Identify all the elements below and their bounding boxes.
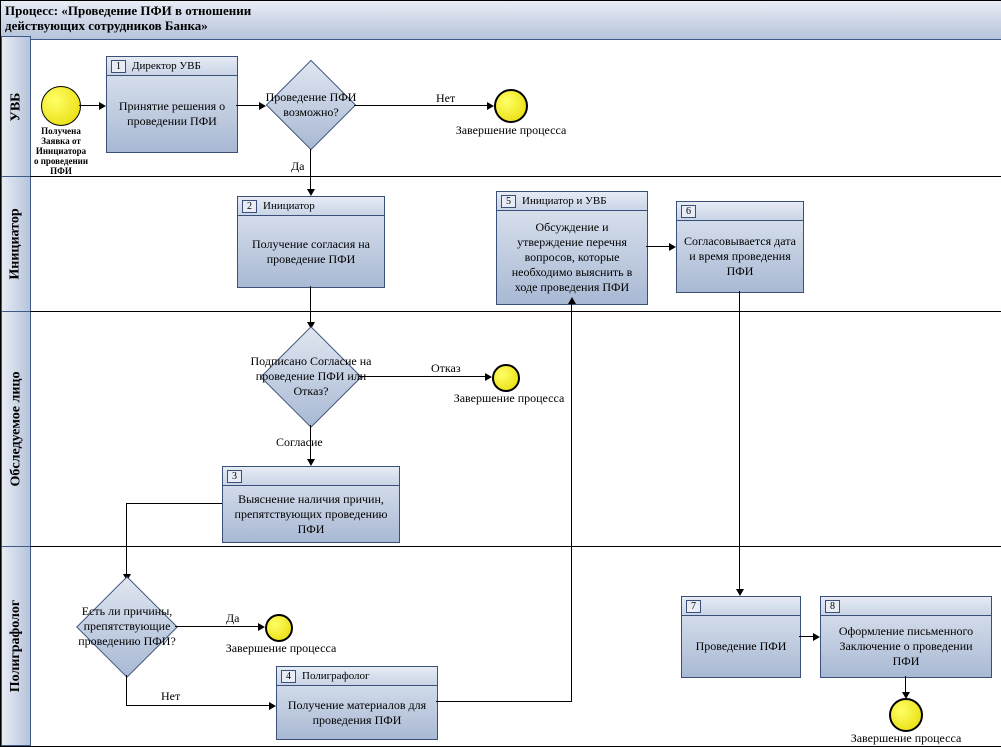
arrow (307, 459, 315, 466)
lane-subject: Обследуемое лицо (1, 311, 31, 547)
task-3-body: Выяснение наличия причин, препятствующих… (223, 486, 399, 542)
flow-refuse: Отказ (431, 361, 461, 376)
arrow (258, 623, 265, 631)
arrow (485, 373, 492, 381)
arrow (568, 297, 576, 304)
task-2-body: Получение согласия на проведение ПФИ (238, 216, 384, 287)
task-6: 6 Согласовывается дата и время проведени… (676, 201, 804, 293)
conn (126, 503, 127, 576)
task-3-num: 3 (227, 470, 242, 483)
task-3: 3 Выяснение наличия причин, препятствующ… (222, 466, 400, 543)
flow-no-1: Нет (436, 91, 455, 106)
end-label-2: Завершение процесса (449, 391, 569, 406)
task-7: 7 Проведение ПФИ (681, 596, 801, 678)
conn (126, 705, 271, 706)
end-label-1: Завершение процесса (451, 123, 571, 138)
arrow (99, 102, 106, 110)
lane-uvb-text: УВБ (8, 92, 24, 121)
conn (354, 105, 489, 106)
lane-polygraph: Полиграфолог (1, 546, 31, 746)
task-2-head: 2 Инициатор (238, 197, 384, 216)
lane-initiator-text: Инициатор (8, 208, 24, 279)
task-4-head: 4 Полиграфолог (277, 667, 437, 686)
task-5-num: 5 (501, 195, 516, 208)
lane-uvb: УВБ (1, 36, 31, 177)
conn (310, 149, 311, 191)
lane-initiator: Инициатор (1, 176, 31, 312)
title-line2: действующих сотрудников Банка» (5, 18, 208, 33)
end-event-2 (492, 364, 520, 392)
task-3-head: 3 (223, 467, 399, 486)
task-4-body: Получение материалов для проведения ПФИ (277, 686, 437, 739)
lane-subject-text: Обследуемое лицо (8, 372, 24, 487)
conn (646, 246, 671, 247)
arrow (736, 589, 744, 596)
task-1-body: Принятие решения о проведении ПФИ (107, 76, 237, 152)
conn (571, 303, 572, 702)
task-2: 2 Инициатор Получение согласия на провед… (237, 196, 385, 288)
task-5-body: Обсуждение и утверждение перечня вопросо… (497, 211, 647, 304)
task-6-head: 6 (677, 202, 803, 221)
end-event-3 (265, 614, 293, 642)
task-8-num: 8 (825, 600, 840, 613)
gateway-2-label: Подписано Согласие на проведение ПФИ или… (245, 346, 377, 406)
arrow (307, 189, 315, 196)
task-1: 1 Директор УВБ Принятие решения о провед… (106, 56, 238, 153)
flow-yes-1: Да (291, 159, 305, 174)
arrow (269, 702, 276, 710)
task-1-num: 1 (111, 60, 126, 73)
task-1-role: Директор УВБ (132, 60, 201, 72)
flow-consent: Согласие (276, 435, 323, 450)
conn (359, 376, 487, 377)
title-line1: Процесс: «Проведение ПФИ в отношении (5, 3, 251, 18)
task-4: 4 Полиграфолог Получение материалов для … (276, 666, 438, 740)
lane-sep-1 (30, 176, 1001, 177)
task-7-head: 7 (682, 597, 800, 616)
lane-sep-3 (30, 546, 1001, 547)
task-6-num: 6 (681, 205, 696, 218)
conn (436, 701, 571, 702)
arrow (813, 633, 820, 641)
task-1-head: 1 Директор УВБ (107, 57, 237, 76)
task-7-body: Проведение ПФИ (682, 616, 800, 677)
task-6-body: Согласовывается дата и время проведения … (677, 221, 803, 292)
task-2-num: 2 (242, 200, 257, 213)
end-label-3: Завершение процесса (221, 641, 341, 656)
task-2-role: Инициатор (263, 200, 315, 212)
conn (739, 291, 740, 591)
arrow (487, 102, 494, 110)
task-4-num: 4 (281, 670, 296, 683)
task-8-body: Оформление письменного Заключение о пров… (821, 616, 991, 677)
end-event-1 (494, 89, 528, 123)
task-5-role: Инициатор и УВБ (522, 195, 607, 207)
gateway-1-label: Проведение ПФИ возможно? (253, 83, 369, 127)
flow-yes-3: Да (226, 611, 240, 626)
process-title: Процесс: «Проведение ПФИ в отношении дей… (1, 1, 1001, 40)
task-4-role: Полиграфолог (302, 670, 370, 682)
task-7-num: 7 (686, 600, 701, 613)
task-8-head: 8 (821, 597, 991, 616)
end-event-4 (889, 698, 923, 732)
flow-no-3: Нет (161, 689, 180, 704)
task-5-head: 5 Инициатор и УВБ (497, 192, 647, 211)
lane-sep-2 (30, 311, 1001, 312)
conn (175, 626, 260, 627)
lane-polygraph-text: Полиграфолог (8, 600, 24, 692)
conn (126, 503, 222, 504)
arrow (669, 243, 676, 251)
conn (126, 675, 127, 705)
end-label-4: Завершение процесса (846, 731, 966, 746)
task-8: 8 Оформление письменного Заключение о пр… (820, 596, 992, 678)
conn (79, 105, 101, 106)
start-event (41, 86, 81, 126)
task-5: 5 Инициатор и УВБ Обсуждение и утвержден… (496, 191, 648, 305)
conn (310, 286, 311, 324)
start-event-label: Получена Заявка от Инициатора о проведен… (33, 126, 89, 176)
process-diagram: Процесс: «Проведение ПФИ в отношении дей… (0, 0, 1001, 747)
